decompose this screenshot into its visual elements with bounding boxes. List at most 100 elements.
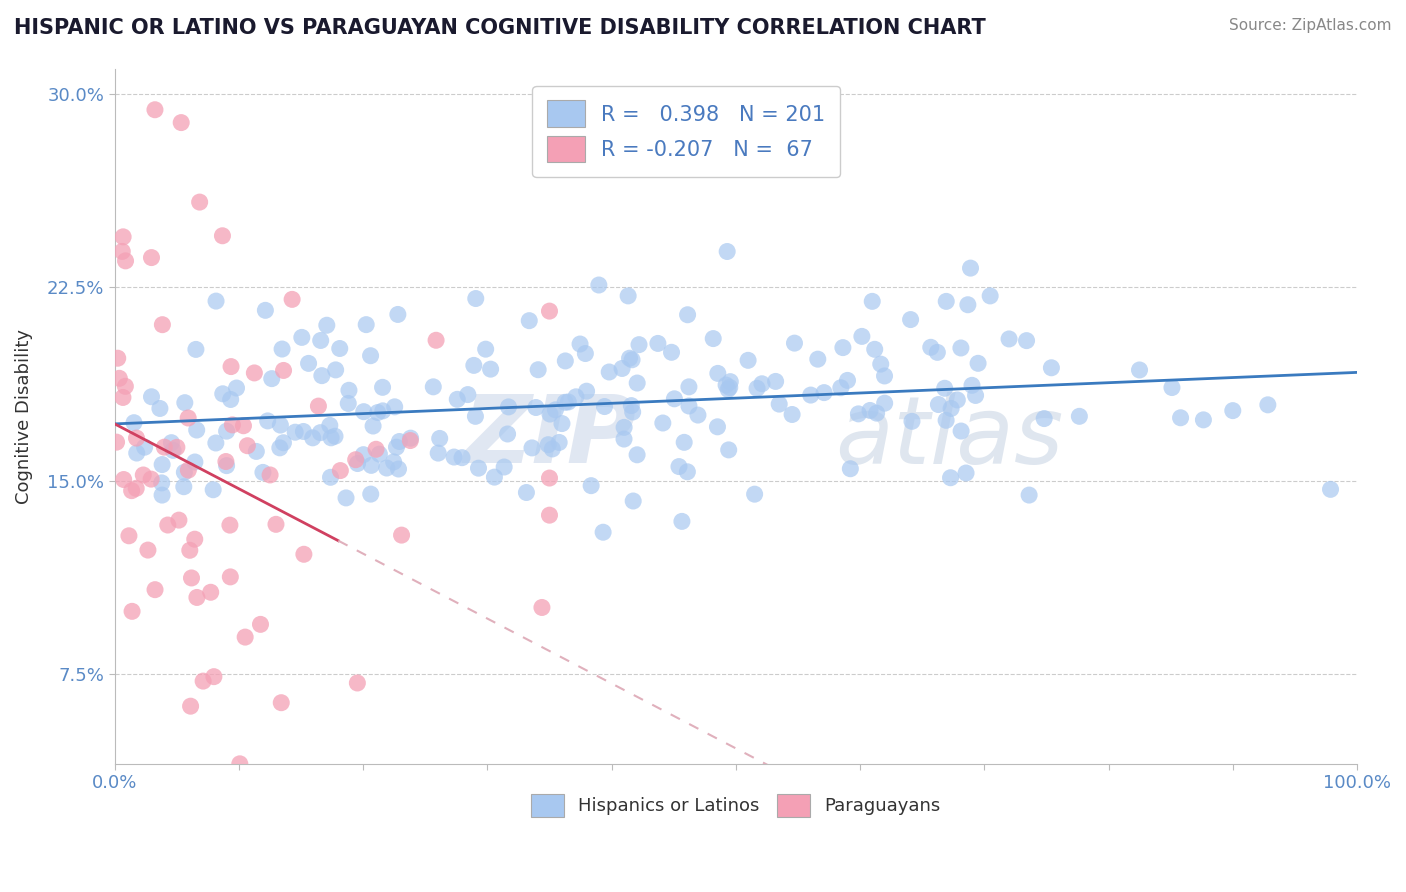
Point (955, 466, 977, 480)
Point (427, 446, 450, 460)
Point (221, 417, 243, 432)
Point (111, 391, 134, 405)
Point (538, 508, 561, 523)
Point (141, 251, 163, 265)
Point (588, 278, 610, 293)
Point (900, 312, 922, 326)
Point (457, 387, 479, 401)
Point (121, 483, 143, 498)
Point (967, 356, 990, 370)
Point (807, 352, 830, 367)
Point (122, 416, 145, 430)
Point (574, 346, 596, 360)
Point (112, 473, 135, 487)
Point (959, 261, 981, 276)
Point (259, 467, 281, 482)
Point (538, 407, 561, 421)
Point (813, 385, 835, 400)
Point (180, 571, 202, 585)
Point (1257, 398, 1279, 412)
Point (177, 411, 200, 425)
Point (848, 407, 870, 421)
Point (319, 418, 342, 433)
Point (544, 402, 567, 417)
Text: ZIP: ZIP (464, 391, 637, 483)
Point (839, 461, 862, 475)
Point (325, 363, 347, 377)
Point (621, 352, 644, 367)
Point (180, 699, 202, 714)
Point (335, 491, 357, 505)
Point (851, 329, 873, 343)
Point (745, 381, 768, 395)
Point (860, 294, 883, 309)
Point (353, 405, 375, 419)
Point (479, 362, 502, 376)
Point (593, 400, 616, 414)
Point (215, 424, 238, 438)
Point (498, 400, 520, 414)
Point (368, 447, 391, 461)
Point (186, 591, 208, 605)
Point (565, 390, 588, 404)
Point (859, 403, 882, 417)
Point (264, 517, 287, 532)
Point (200, 585, 222, 599)
Point (391, 528, 413, 542)
Point (346, 676, 368, 690)
Point (443, 450, 465, 464)
Point (956, 298, 979, 312)
Point (160, 435, 183, 450)
Point (371, 380, 394, 394)
Point (765, 375, 787, 389)
Point (166, 440, 188, 454)
Point (673, 435, 696, 450)
Point (901, 414, 924, 428)
Point (592, 525, 614, 540)
Point (319, 470, 342, 484)
Point (702, 332, 724, 346)
Point (270, 696, 292, 710)
Point (714, 378, 737, 392)
Point (108, 371, 131, 385)
Point (935, 294, 957, 309)
Point (837, 373, 859, 387)
Point (1319, 483, 1341, 497)
Point (236, 439, 259, 453)
Point (934, 381, 956, 395)
Point (167, 513, 190, 527)
Point (647, 336, 669, 351)
Point (245, 444, 267, 458)
Point (112, 230, 135, 244)
Point (184, 343, 207, 357)
Point (311, 368, 333, 383)
Point (446, 392, 468, 407)
Point (150, 458, 173, 472)
Point (537, 438, 560, 452)
Point (1018, 488, 1040, 502)
Point (737, 353, 759, 368)
Point (219, 570, 242, 584)
Point (939, 471, 962, 485)
Point (554, 354, 576, 368)
Point (538, 304, 561, 318)
Point (538, 471, 561, 485)
Point (464, 409, 486, 424)
Point (232, 418, 254, 433)
Point (1170, 410, 1192, 425)
Point (965, 388, 987, 402)
Point (520, 441, 543, 455)
Point (626, 376, 648, 390)
Point (718, 380, 741, 394)
Point (387, 462, 409, 476)
Point (866, 406, 889, 420)
Point (309, 334, 332, 348)
Point (1015, 334, 1038, 348)
Point (384, 400, 406, 414)
Point (474, 342, 496, 356)
Point (132, 467, 155, 482)
Point (517, 313, 540, 327)
Point (530, 600, 553, 615)
Point (150, 318, 173, 332)
Point (541, 442, 564, 456)
